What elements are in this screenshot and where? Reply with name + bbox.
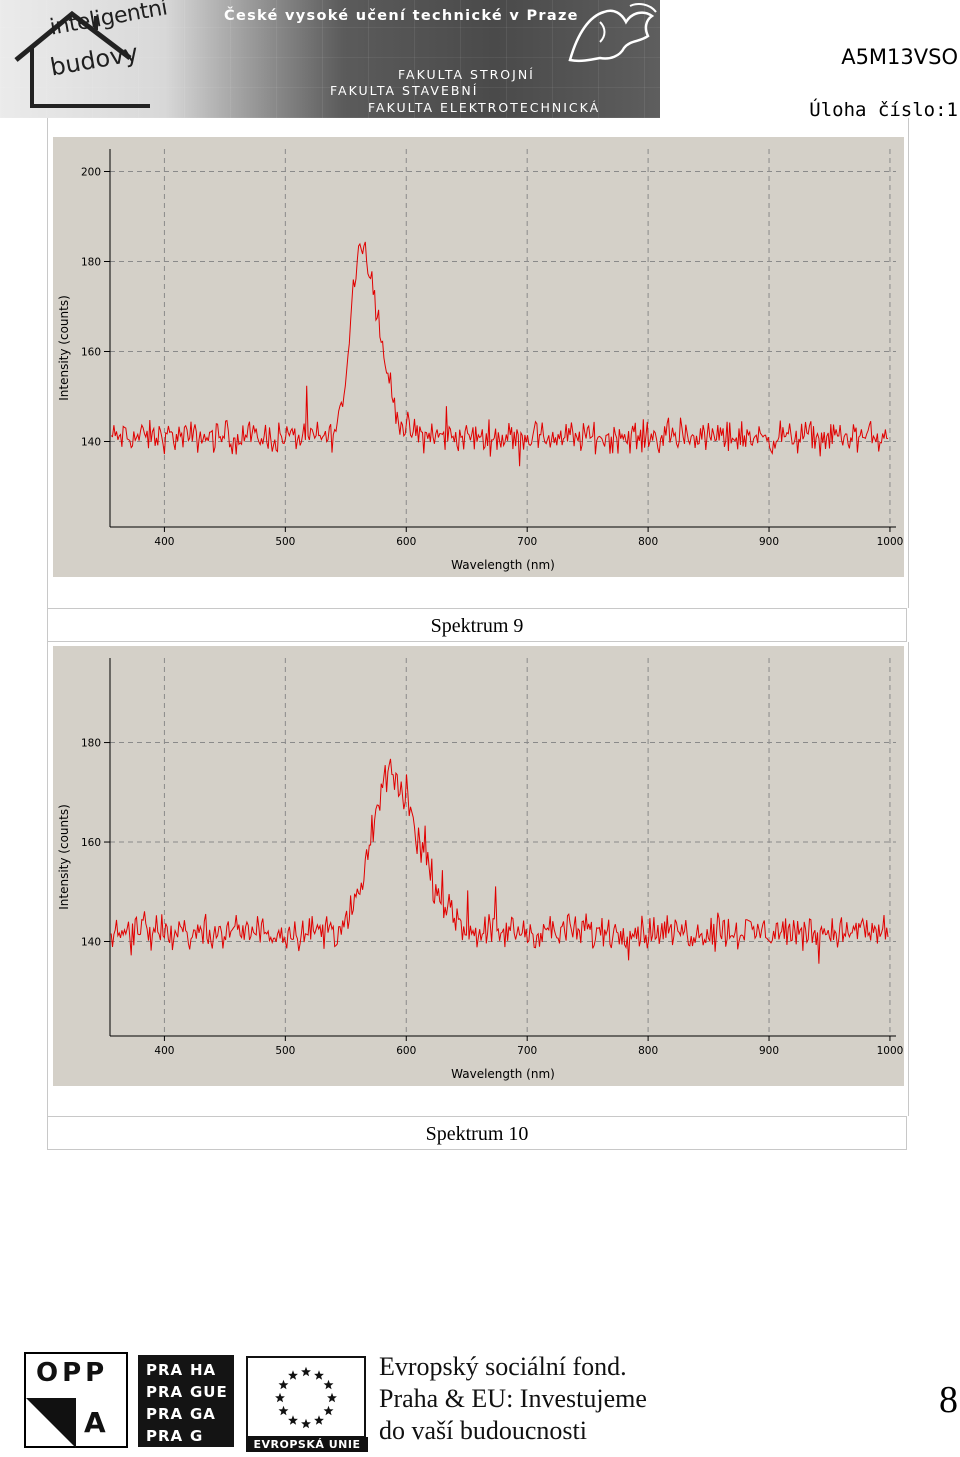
faculty-elektrotechnicka: FAKULTA ELEKTROTECHNICKÁ xyxy=(368,100,601,115)
footer-logos: OPP A PRA HA PRA GUE PRA GA PRA G EVROPS… xyxy=(24,1352,674,1452)
spectrum-9-chart: 400 500 600 700 800 900 1000 140 160 180 200 Wavele… xyxy=(53,137,904,577)
x-tick-label: 500 xyxy=(275,536,295,548)
x-axis-title: Wavelength (nm) xyxy=(451,558,555,572)
x-tick-label: 600 xyxy=(396,1045,416,1057)
eu-flag xyxy=(246,1356,366,1438)
house-logo-icon xyxy=(14,10,150,108)
figure-frame-spektrum-9 xyxy=(47,118,909,608)
y-axis-title: Intensity (counts) xyxy=(57,804,71,910)
y-tick-label: 180 xyxy=(81,257,101,269)
praha-row-3a: PRA xyxy=(146,1405,184,1423)
eu-label: EVROPSKÁ UNIE xyxy=(246,1437,368,1452)
praha-row-4b: G xyxy=(190,1427,204,1445)
spectrum-line xyxy=(110,241,889,467)
eu-star-icon xyxy=(275,1392,285,1403)
page-number: 8 xyxy=(939,1379,958,1421)
praha-row-1a: PRA xyxy=(146,1361,184,1379)
eu-star-icon xyxy=(323,1405,334,1416)
x-tick-label: 800 xyxy=(638,536,658,548)
eu-stars-icon xyxy=(275,1366,337,1429)
x-tick-label: 600 xyxy=(396,536,416,548)
header-banner: inteligentní budovy České vysoké učení t… xyxy=(0,0,660,118)
eu-star-icon xyxy=(278,1405,289,1416)
chart-background xyxy=(53,137,904,577)
caption-spektrum-10: Spektrum 10 xyxy=(47,1116,907,1150)
eu-star-icon xyxy=(301,1366,311,1377)
y-tick-label: 180 xyxy=(81,738,101,750)
x-axis-title: Wavelength (nm) xyxy=(451,1067,555,1081)
eu-star-icon xyxy=(327,1392,337,1403)
x-tick-label: 400 xyxy=(154,536,174,548)
x-tick-label: 400 xyxy=(154,1045,174,1057)
opp-logo: OPP A xyxy=(24,1352,128,1448)
caption-spektrum-9: Spektrum 9 xyxy=(47,608,907,642)
x-tick-label: 1000 xyxy=(877,536,904,548)
x-tick-label: 900 xyxy=(759,536,779,548)
eu-star-icon xyxy=(314,1370,324,1380)
praha-row-3b: GA xyxy=(190,1405,216,1423)
banner-texture xyxy=(0,0,660,118)
y-tick-label: 160 xyxy=(81,347,101,359)
y-tick-label: 160 xyxy=(81,837,101,849)
course-code: A5M13VSO xyxy=(841,45,958,69)
eu-star-icon xyxy=(323,1379,334,1390)
spectrum-10-chart: 400 500 600 700 800 900 1000 140 160 180 Wavelengt… xyxy=(53,646,904,1086)
y-tick-label: 200 xyxy=(81,167,101,179)
praha-row-2a: PRA xyxy=(146,1383,184,1401)
chart-background xyxy=(53,646,904,1086)
opp-logo-letter: A xyxy=(84,1406,106,1439)
esf-line-3: do vaší budoucnosti xyxy=(379,1416,587,1445)
opp-triangle-icon xyxy=(26,1398,76,1448)
praha-logo: PRA HA PRA GUE PRA GA PRA G xyxy=(138,1355,234,1447)
praha-row-4a: PRA xyxy=(146,1427,184,1445)
y-axis-title: Intensity (counts) xyxy=(57,295,71,401)
x-tick-label: 900 xyxy=(759,1045,779,1057)
university-lion-emblem-icon xyxy=(568,3,657,63)
spectrum-line xyxy=(110,758,889,964)
esf-line-1: Evropský sociální fond. xyxy=(379,1352,627,1381)
faculty-stavebni: FAKULTA STAVEBNÍ xyxy=(330,83,479,98)
eu-star-icon xyxy=(314,1415,324,1425)
opp-logo-text: OPP xyxy=(36,1358,109,1388)
x-tick-label: 1000 xyxy=(877,1045,904,1057)
task-number: Úloha číslo:1 xyxy=(809,99,958,121)
praha-row-1b: HA xyxy=(190,1361,217,1379)
eu-star-icon xyxy=(278,1379,289,1390)
faculty-strojni: FAKULTA STROJNÍ xyxy=(398,67,535,82)
eu-star-icon xyxy=(288,1370,298,1380)
x-tick-label: 500 xyxy=(275,1045,295,1057)
figure-frame-spektrum-10 xyxy=(47,642,909,1116)
eu-star-icon xyxy=(301,1418,311,1429)
y-tick-label: 140 xyxy=(81,437,101,449)
x-tick-label: 800 xyxy=(638,1045,658,1057)
university-name: České vysoké učení technické v Praze xyxy=(224,8,579,24)
eu-logo: EVROPSKÁ UNIE xyxy=(246,1356,368,1452)
x-tick-label: 700 xyxy=(517,1045,537,1057)
praha-row-2b: GUE xyxy=(190,1383,228,1401)
esf-line-2: Praha & EU: Investujeme xyxy=(379,1384,647,1413)
x-tick-label: 700 xyxy=(517,536,537,548)
eu-star-icon xyxy=(288,1415,298,1425)
y-tick-label: 140 xyxy=(81,937,101,949)
